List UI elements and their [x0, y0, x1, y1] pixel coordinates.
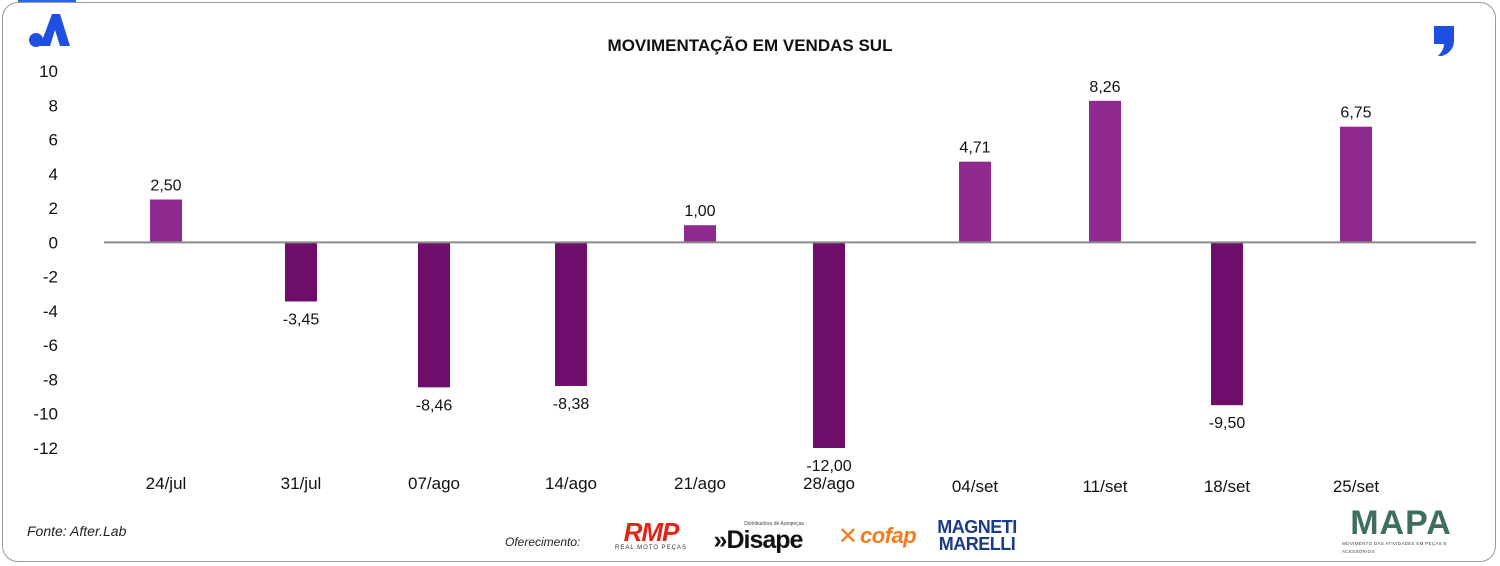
data-label: -8,38 [553, 396, 590, 413]
y-tick-label: -12 [33, 439, 58, 458]
magneti-logo-line2: MARELLI [938, 534, 1016, 554]
y-tick-label: -2 [43, 268, 58, 287]
y-tick-label: 0 [49, 233, 58, 252]
bar-28-ago [813, 242, 845, 448]
disape-logo: Distribuidora de Autopeças »Disape [704, 516, 812, 556]
x-tick-label: 14/ago [545, 474, 597, 493]
magneti-marelli-logo: MAGNETI MARELLI [936, 516, 1018, 556]
x-tick-label: 31/jul [281, 474, 322, 493]
a-logo-icon [29, 14, 70, 47]
x-tick-label: 18/set [1204, 477, 1251, 496]
mapa-logo-subtitle: MOVIMENTO DAS ATIVIDADES EM PEÇAS E ACES… [1342, 541, 1447, 554]
quote-comma-icon [1434, 26, 1454, 56]
data-label: 2,50 [150, 178, 181, 195]
y-tick-label: -10 [33, 405, 58, 424]
bar-11-set [1089, 100, 1121, 243]
rmp-logo-text: RMP [623, 517, 680, 547]
bar-24-jul [150, 199, 182, 243]
x-tick-label: 24/jul [146, 474, 187, 493]
data-label: -12,00 [806, 458, 851, 475]
mapa-logo: MAPA MOVIMENTO DAS ATIVIDADES EM PEÇAS E… [1342, 504, 1460, 554]
data-label: 6,75 [1340, 105, 1371, 122]
x-tick-label: 04/set [952, 477, 999, 496]
bar-31-jul [285, 242, 317, 302]
x-tick-label: 25/set [1333, 477, 1380, 496]
y-tick-label: 8 [49, 96, 58, 115]
x-tick-label: 28/ago [803, 474, 855, 493]
y-tick-label: 10 [39, 62, 58, 81]
data-label: 4,71 [959, 140, 990, 157]
x-tick-label: 11/set [1082, 477, 1127, 496]
cofap-logo-text: cofap [859, 523, 917, 548]
bar-14-ago [555, 242, 587, 386]
cofap-x-icon: ✕ [837, 522, 858, 550]
source-note: Fonte: After.Lab [27, 523, 127, 539]
bar-18-set [1211, 242, 1243, 406]
sponsor-label: Oferecimento: [505, 535, 581, 549]
data-label: -3,45 [283, 311, 320, 328]
y-tick-label: 4 [49, 165, 58, 184]
rmp-logo: RMP REAL MOTO PEÇAS [610, 516, 692, 556]
disape-logo-text: »Disape [713, 525, 804, 554]
data-label: 8,26 [1089, 79, 1120, 96]
bar-21-ago [684, 225, 716, 243]
bar-04-set [959, 161, 991, 243]
data-label: -8,46 [416, 397, 453, 414]
data-label: 1,00 [684, 203, 715, 220]
rmp-logo-subtitle: REAL MOTO PEÇAS [614, 545, 687, 551]
y-tick-label: 6 [49, 131, 58, 150]
y-tick-label: -4 [43, 302, 58, 321]
x-tick-label: 07/ago [408, 474, 460, 493]
top-accent-line [18, 0, 76, 2]
magneti-logo-line1: MAGNETI [937, 517, 1017, 537]
cofap-logo: ✕ cofap [824, 516, 930, 556]
data-label: -9,50 [1209, 415, 1246, 432]
disape-logo-subtitle: Distribuidora de Autopeças [744, 520, 804, 527]
x-tick-label: 21/ago [674, 474, 726, 493]
y-tick-label: -6 [43, 336, 58, 355]
y-tick-label: 2 [49, 199, 58, 218]
y-tick-label: -8 [43, 370, 58, 389]
bar-25-set [1340, 126, 1372, 243]
bar-07-ago [418, 242, 450, 388]
chart-title: MOVIMENTAÇÃO EM VENDAS SUL [608, 35, 893, 55]
mapa-logo-text: MAPA [1350, 504, 1452, 542]
